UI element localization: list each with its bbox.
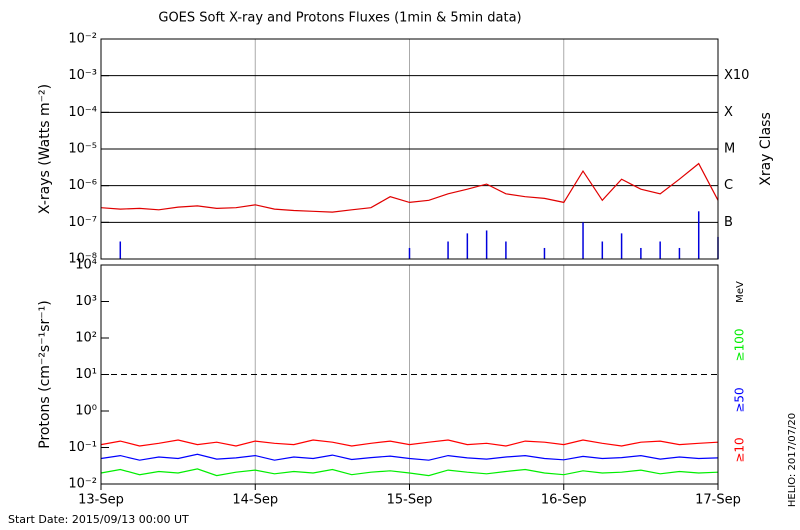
class-axis-label: Xray Class <box>758 112 774 186</box>
class-label: C <box>724 178 733 193</box>
y-axis-label: Protons (cm⁻²s⁻¹sr⁻¹) <box>37 300 53 449</box>
y-tick-label: 10⁻⁸ <box>68 252 97 267</box>
class-label: M <box>724 142 735 157</box>
y-tick-label: 10⁻⁷ <box>68 215 97 230</box>
legend-label: ≥10 <box>733 437 747 462</box>
credit: HELIO: 2017/07/20 <box>787 413 798 507</box>
y-tick-label: 10⁻³ <box>68 68 97 83</box>
x-tick-label: 16-Sep <box>541 493 587 508</box>
panel-frame <box>100 264 719 485</box>
flux-line <box>100 468 719 477</box>
flux-line <box>100 162 719 213</box>
y-tick-label: 10⁻² <box>68 477 97 492</box>
y-tick-label: 10⁻¹ <box>68 440 97 455</box>
flux-line <box>100 439 719 447</box>
y-axis-label: X-rays (Watts m⁻²) <box>37 84 53 214</box>
y-tick-label: 10² <box>75 331 97 346</box>
x-tick-label: 15-Sep <box>387 493 433 508</box>
x-tick-label: 14-Sep <box>232 493 278 508</box>
x-tick-label: 13-Sep <box>78 493 124 508</box>
energy-unit: MeV <box>735 281 746 303</box>
y-tick-label: 10⁰ <box>75 404 97 419</box>
y-tick-label: 10⁻⁶ <box>68 178 97 193</box>
chart-title: GOES Soft X-ray and Protons Fluxes (1min… <box>158 11 521 26</box>
x-tick-label: 17-Sep <box>695 493 741 508</box>
flux-line <box>100 453 719 461</box>
y-tick-label: 10³ <box>75 294 97 309</box>
y-tick-label: 10⁴ <box>75 258 97 273</box>
legend-label: ≥100 <box>733 329 747 362</box>
start-date: Start Date: 2015/09/13 00:00 UT <box>8 513 189 526</box>
legend-label: ≥50 <box>733 387 747 412</box>
class-label: X <box>724 105 733 120</box>
class-label: X10 <box>724 68 749 83</box>
class-label: B <box>724 215 733 230</box>
y-tick-label: 10⁻⁵ <box>68 142 97 157</box>
y-tick-label: 10¹ <box>75 367 97 382</box>
y-tick-label: 10⁻⁴ <box>68 105 97 120</box>
y-tick-label: 10⁻² <box>68 32 97 47</box>
panel-frame <box>100 38 719 260</box>
